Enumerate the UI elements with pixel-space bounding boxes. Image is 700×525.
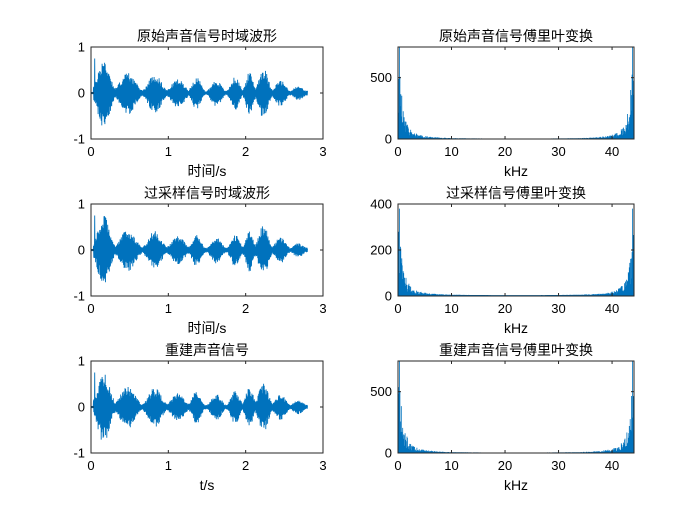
x-tick-label: 1: [165, 458, 172, 473]
x-axis-label: t/s: [200, 477, 215, 493]
axes-box: [397, 360, 635, 454]
y-tick-label: -1: [73, 446, 85, 461]
y-tick-label: 1: [78, 40, 85, 55]
subplot-title: 过采样信号傅里叶变换: [446, 185, 586, 202]
axes-box: [397, 203, 635, 297]
x-tick-label: 1: [165, 144, 172, 159]
x-axis-label: kHz: [504, 163, 528, 179]
x-tick-label: 30: [551, 144, 565, 159]
series-line: [90, 215, 308, 283]
y-tick-label: 0: [78, 243, 85, 258]
x-tick-label: 30: [551, 458, 565, 473]
x-tick-label: 2: [242, 458, 249, 473]
y-tick-label: 0: [78, 400, 85, 415]
y-tick-label: -1: [73, 132, 85, 147]
series-line: [90, 58, 308, 126]
y-tick-label: 200: [370, 243, 392, 258]
x-tick-label: 2: [242, 301, 249, 316]
subplot-title: 原始声音信号时域波形: [137, 28, 277, 45]
y-tick-label: 0: [78, 86, 85, 101]
x-tick-label: 30: [551, 301, 565, 316]
y-tick-label: 1: [78, 354, 85, 369]
subplot-title: 重建声音信号傅里叶变换: [439, 342, 593, 359]
x-tick-label: 40: [605, 458, 619, 473]
subplot-title: 原始声音信号傅里叶变换: [439, 28, 593, 45]
subplot-6: 0 10 20 30 40 0 500 重建声音信号傅里叶变换 kHz: [370, 342, 635, 493]
y-tick-label: 1: [78, 197, 85, 212]
x-tick-label: 0: [394, 144, 401, 159]
x-tick-label: 20: [498, 144, 512, 159]
x-tick-label: 3: [319, 458, 326, 473]
x-tick-label: 0: [394, 458, 401, 473]
x-tick-label: 10: [444, 458, 458, 473]
x-tick-label: 2: [242, 144, 249, 159]
x-tick-label: 20: [498, 458, 512, 473]
axes-box: [397, 46, 635, 140]
y-tick-label: 400: [370, 197, 392, 212]
x-axis-label: 时间/s: [188, 320, 227, 336]
x-tick-label: 10: [444, 301, 458, 316]
x-tick-label: 0: [394, 301, 401, 316]
x-tick-label: 0: [87, 144, 94, 159]
y-tick-label: 0: [385, 446, 392, 461]
x-tick-label: 3: [319, 144, 326, 159]
x-tick-label: 1: [165, 301, 172, 316]
y-tick-label: 0: [385, 289, 392, 304]
y-tick-label: 500: [370, 384, 392, 399]
x-axis-label: kHz: [504, 477, 528, 493]
x-tick-label: 3: [319, 301, 326, 316]
x-axis-label: kHz: [504, 320, 528, 336]
x-tick-label: 20: [498, 301, 512, 316]
x-tick-label: 10: [444, 144, 458, 159]
subplot-title: 重建声音信号: [165, 342, 249, 359]
subplot-title: 过采样信号时域波形: [144, 186, 270, 202]
subplot-2: 0 10 20 30 40 0 500 原始声音信号傅里叶变换 kHz: [370, 28, 635, 179]
x-axis-label: 时间/s: [188, 163, 227, 179]
series-line: [90, 372, 308, 440]
y-tick-label: 500: [370, 70, 392, 85]
x-tick-label: 40: [605, 301, 619, 316]
y-tick-label: -1: [73, 289, 85, 304]
x-tick-label: 40: [605, 144, 619, 159]
axes-border: [397, 46, 635, 140]
x-tick-label: 0: [87, 301, 94, 316]
y-tick-label: 0: [385, 132, 392, 147]
x-tick-label: 0: [87, 458, 94, 473]
axes-border: [397, 360, 635, 454]
